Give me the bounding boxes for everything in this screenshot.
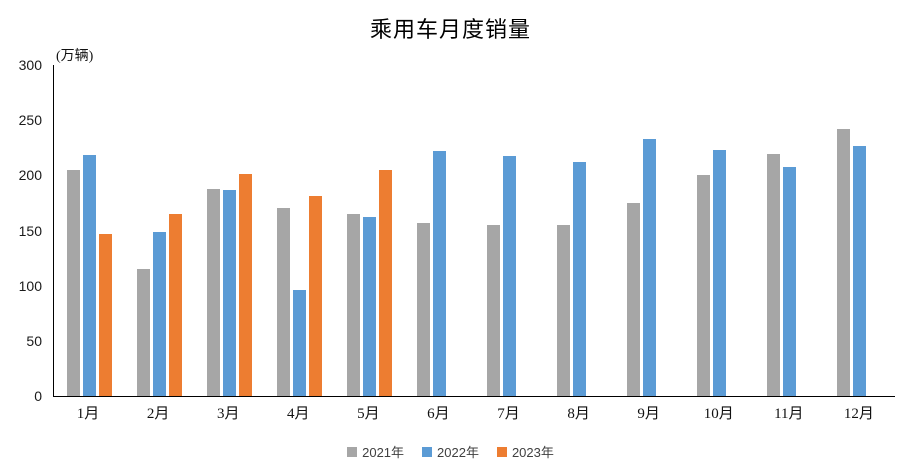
legend-swatch-icon xyxy=(347,446,358,457)
bar-2023年-5月 xyxy=(378,169,392,396)
bar-group-1月 xyxy=(54,65,124,396)
bar-2022年-11月 xyxy=(783,167,797,396)
bar-2021年-11月 xyxy=(767,154,781,396)
legend-label: 2021年 xyxy=(362,445,405,460)
bar-group-6月 xyxy=(404,65,474,396)
y-tick-250: 250 xyxy=(18,112,42,129)
bar-2022年-4月 xyxy=(292,289,306,396)
legend-item-2023年: 2023年 xyxy=(496,442,554,461)
bar-2021年-10月 xyxy=(697,174,711,396)
y-tick-150: 150 xyxy=(18,222,42,239)
bar-2022年-10月 xyxy=(713,149,727,396)
legend-label: 2022年 xyxy=(437,445,479,460)
bar-group-2月 xyxy=(124,65,194,396)
x-tick-8月: 8月 xyxy=(567,406,590,422)
bar-2022年-3月 xyxy=(222,190,236,396)
x-tick-3月: 3月 xyxy=(216,406,240,422)
y-axis-tick-labels: 0 50 100 150 200 250 300 xyxy=(0,0,42,468)
x-tick-2月: 2月 xyxy=(146,406,170,422)
bar-group-9月 xyxy=(615,65,685,396)
x-tick-12月: 12月 xyxy=(843,406,874,422)
bar-2021年-4月 xyxy=(276,208,290,396)
bar-2023年-2月 xyxy=(168,213,182,396)
bar-2022年-2月 xyxy=(152,231,166,396)
bar-2021年-6月 xyxy=(416,222,430,396)
bar-2021年-3月 xyxy=(206,189,220,396)
y-axis-unit-label: (万辆) xyxy=(56,49,94,64)
bar-group-8月 xyxy=(545,65,615,396)
bar-2022年-9月 xyxy=(643,138,657,396)
chart-title: 乘用车月度销量 xyxy=(369,17,531,42)
x-tick-7月: 7月 xyxy=(497,406,520,422)
legend-swatch-icon xyxy=(496,446,507,457)
bar-2022年-6月 xyxy=(432,150,446,396)
bar-2022年-7月 xyxy=(503,156,516,396)
x-tick-5月: 5月 xyxy=(357,406,380,422)
bar-2021年-1月 xyxy=(66,170,80,396)
bar-group-7月 xyxy=(474,65,544,396)
bar-2022年-12月 xyxy=(853,146,867,396)
y-tick-200: 200 xyxy=(18,167,42,184)
bar-group-4月 xyxy=(264,65,334,396)
bar-2023年-1月 xyxy=(98,233,112,396)
x-tick-4月: 4月 xyxy=(287,406,310,422)
bar-group-3月 xyxy=(194,65,264,396)
bar-2021年-9月 xyxy=(627,202,641,396)
y-tick-300: 300 xyxy=(18,57,42,73)
legend-item-2021年: 2021年 xyxy=(347,442,404,461)
bar-group-11月 xyxy=(755,65,825,396)
legend-label: 2023年 xyxy=(511,445,554,460)
legend-item-2022年: 2022年 xyxy=(422,442,479,461)
x-tick-6月: 6月 xyxy=(427,406,450,422)
legend-swatch-icon xyxy=(422,446,433,457)
bar-2023年-4月 xyxy=(308,196,322,396)
bar-group-12月 xyxy=(825,65,895,396)
bar-2023年-3月 xyxy=(238,173,252,396)
x-tick-11月: 11月 xyxy=(774,406,804,422)
bar-2021年-7月 xyxy=(487,224,500,396)
bar-2021年-12月 xyxy=(837,128,851,396)
x-tick-1月: 1月 xyxy=(76,406,100,422)
bar-2021年-5月 xyxy=(346,214,360,396)
y-tick-50: 50 xyxy=(26,332,42,349)
plot-area xyxy=(53,65,895,397)
y-tick-100: 100 xyxy=(18,277,42,294)
bar-2021年-2月 xyxy=(136,268,150,396)
bar-2021年-8月 xyxy=(557,224,571,396)
bar-group-5月 xyxy=(334,65,404,396)
legend: 2021年 2022年 2023年 xyxy=(0,442,901,461)
x-tick-9月: 9月 xyxy=(637,406,660,422)
x-axis-tick-labels: 1月 2月 3月 4月 5月 6月 7月 8月 9月 10月 11月 12月 xyxy=(53,402,894,423)
bar-2022年-8月 xyxy=(573,161,587,396)
x-tick-10月: 10月 xyxy=(703,406,734,422)
bar-2022年-5月 xyxy=(362,216,376,396)
y-tick-0: 0 xyxy=(34,388,42,404)
bar-2022年-1月 xyxy=(82,154,96,396)
bar-group-10月 xyxy=(685,65,755,396)
